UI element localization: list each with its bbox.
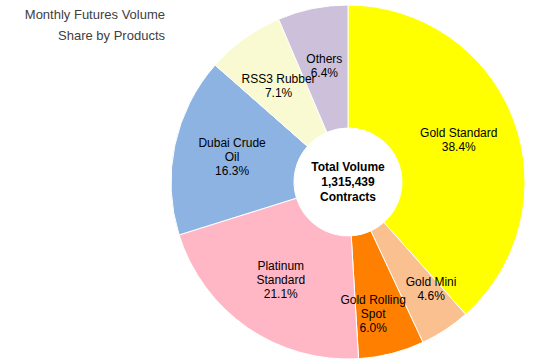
svg-text:Gold Standard: Gold Standard [420, 126, 497, 140]
svg-text:Platinum: Platinum [257, 259, 304, 273]
svg-text:Total Volume: Total Volume [311, 160, 385, 174]
svg-text:6.4%: 6.4% [311, 66, 339, 80]
svg-text:Gold Rolling: Gold Rolling [340, 293, 405, 307]
svg-text:Monthly Futures Volume: Monthly Futures Volume [25, 7, 165, 22]
svg-text:Standard: Standard [256, 273, 305, 287]
svg-text:Contracts: Contracts [320, 190, 376, 204]
svg-text:Share by Products: Share by Products [58, 28, 165, 43]
svg-text:Others: Others [306, 52, 342, 66]
svg-text:Gold Mini: Gold Mini [406, 275, 457, 289]
svg-text:38.4%: 38.4% [442, 140, 476, 154]
svg-text:16.3%: 16.3% [215, 164, 249, 178]
svg-text:1,315,439: 1,315,439 [321, 175, 375, 189]
svg-text:Spot: Spot [361, 307, 386, 321]
svg-text:6.0%: 6.0% [359, 321, 387, 335]
svg-text:Oil: Oil [225, 150, 240, 164]
svg-text:4.6%: 4.6% [417, 289, 445, 303]
svg-text:Dubai Crude: Dubai Crude [198, 136, 266, 150]
svg-text:7.1%: 7.1% [265, 86, 293, 100]
svg-text:RSS3 Rubber: RSS3 Rubber [242, 72, 316, 86]
svg-text:21.1%: 21.1% [264, 287, 298, 301]
